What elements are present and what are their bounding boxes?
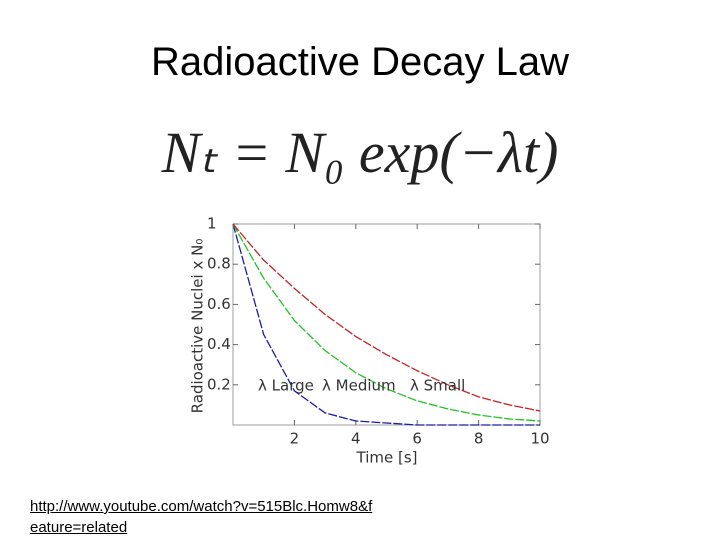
- series-line: [232, 223, 541, 422]
- x-axis-label: Time [s]: [356, 449, 418, 467]
- equation: Nₜ = N₀ exp(−λt): [161, 120, 559, 185]
- series-line: [232, 223, 541, 412]
- y-tick-label: 1: [207, 215, 217, 233]
- x-tick-label: 4: [351, 430, 361, 448]
- legend-label: λ Small: [410, 377, 465, 395]
- y-axis-label: Radioactive Nuclei x N₀: [189, 239, 207, 414]
- plot-frame: [232, 223, 541, 426]
- link[interactable]: http://www.youtube.com/watch?v=515Blc.Ho…: [30, 498, 373, 536]
- y-tick-label: 0.4: [207, 335, 231, 353]
- x-tick-label: 10: [530, 430, 549, 448]
- x-tick-label: 8: [474, 430, 484, 448]
- series-line: [232, 223, 540, 426]
- x-tick-label: 6: [412, 430, 422, 448]
- legend-label: λ Medium: [322, 377, 396, 395]
- slide-title: Radioactive Decay Law: [151, 40, 569, 84]
- y-tick-label: 0.2: [207, 375, 231, 393]
- legend-label: λ Large: [258, 377, 314, 395]
- y-tick-label: 0.6: [207, 295, 231, 313]
- x-tick-label: 2: [290, 430, 300, 448]
- y-tick-label: 0.8: [207, 255, 231, 273]
